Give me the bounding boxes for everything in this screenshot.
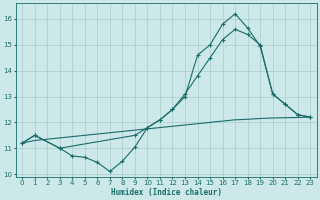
X-axis label: Humidex (Indice chaleur): Humidex (Indice chaleur) [111, 188, 222, 197]
